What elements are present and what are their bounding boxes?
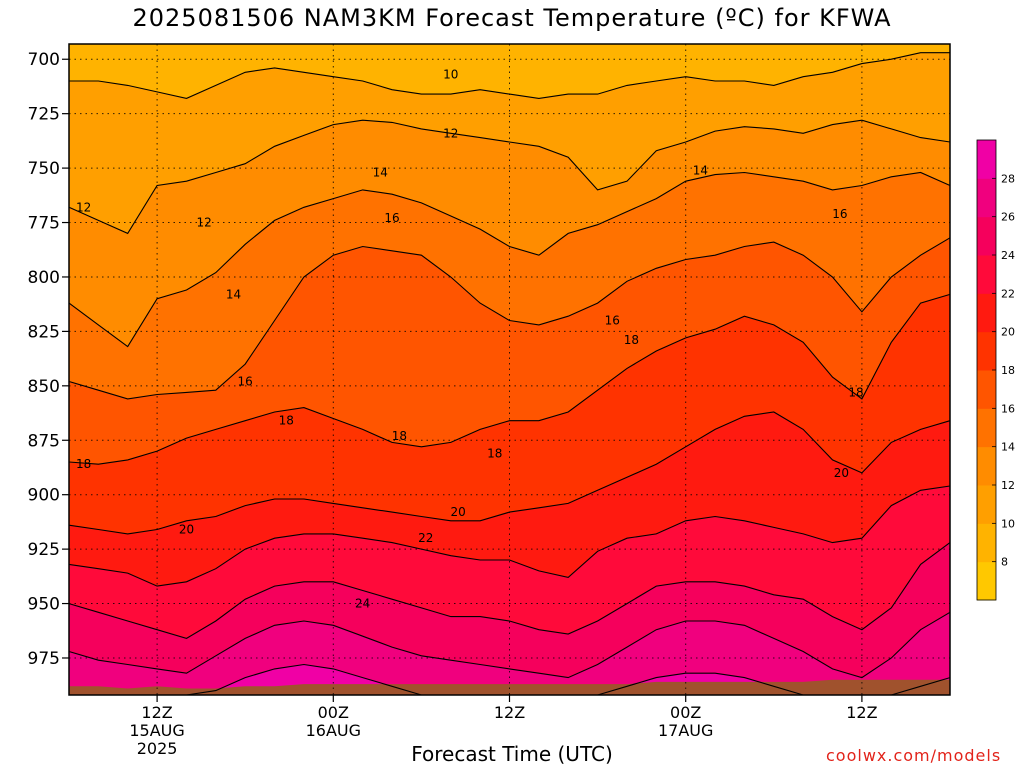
contour-label: 20 xyxy=(179,523,194,537)
credit-text: coolwx.com/models xyxy=(826,746,1002,765)
contour-line-26 xyxy=(68,611,951,679)
colorbar-label: 16 xyxy=(1001,402,1015,415)
contour-line-22 xyxy=(68,485,951,587)
contour-label: 12 xyxy=(76,200,91,214)
contour-label: 16 xyxy=(384,211,399,225)
colorbar-swatch xyxy=(977,255,996,294)
x-tick-label: 12Z xyxy=(494,703,525,722)
contour-label: 22 xyxy=(418,531,433,545)
contour-label: 10 xyxy=(443,67,458,81)
contour-label: 18 xyxy=(487,446,502,460)
x-tick-label: 17AUG xyxy=(658,721,713,740)
contour-label: 18 xyxy=(392,429,407,443)
colorbar-label: 10 xyxy=(1001,517,1015,530)
colorbar-label: 22 xyxy=(1001,287,1015,300)
contour-label: 12 xyxy=(443,126,458,140)
y-tick-label: 900 xyxy=(28,486,60,506)
x-tick-label: 15AUG xyxy=(129,721,184,740)
grid-layer xyxy=(69,44,950,695)
colorbar-label: 12 xyxy=(1001,479,1015,492)
contour-label-layer: 10 12 12 12 14 14 14 16 16 16 16 18 18 18 18 18 18 20 20 20… xyxy=(76,67,864,610)
y-tick-label: 975 xyxy=(28,649,60,669)
x-tick-label: 12Z xyxy=(846,703,877,722)
y-tick-label: 925 xyxy=(28,540,60,560)
colorbar-label: 24 xyxy=(1001,249,1015,262)
y-tick-label: 700 xyxy=(28,50,60,70)
y-tick-label: 950 xyxy=(28,595,60,615)
contour-label: 12 xyxy=(196,216,211,230)
y-tick-label: 875 xyxy=(28,431,60,451)
contour-line-20 xyxy=(68,411,951,535)
colorbar-swatch xyxy=(977,485,996,524)
contour-line-10 xyxy=(69,52,950,99)
contour-label: 16 xyxy=(238,374,253,388)
contour-label: 14 xyxy=(693,163,708,177)
chart-title: 2025081506 NAM3KM Forecast Temperature (… xyxy=(132,4,892,32)
y-tick-label: 750 xyxy=(28,159,60,179)
y-axis: 700 725 750 775 800 825 850 875 900 925 950 975 xyxy=(28,50,69,669)
colorbar-label: 18 xyxy=(1001,364,1015,377)
contour-label: 20 xyxy=(834,466,849,480)
contour-line-16 xyxy=(68,237,951,400)
colorbar-label: 26 xyxy=(1001,211,1015,224)
x-tick-label: 12Z xyxy=(141,703,172,722)
colorbar: 8 10 12 14 16 18 20 22 24 26 28 xyxy=(976,139,1015,601)
contour-label: 16 xyxy=(605,314,620,328)
colorbar-label: 20 xyxy=(1001,326,1015,339)
colorbar-swatch xyxy=(977,178,996,218)
x-tick-label: 16AUG xyxy=(306,721,361,740)
contour-label: 18 xyxy=(848,385,863,399)
colorbar-swatch xyxy=(977,446,996,486)
contour-label: 18 xyxy=(279,414,294,428)
colorbar-swatch xyxy=(977,140,996,179)
ground-layer xyxy=(69,679,950,695)
colorbar-swatch xyxy=(977,408,996,448)
colorbar-label: 28 xyxy=(1001,172,1015,185)
contour-line-14 xyxy=(68,171,951,348)
colorbar-swatch xyxy=(977,331,996,371)
contour-line-12 xyxy=(68,119,951,235)
contour-label: 18 xyxy=(624,333,639,347)
x-tick-label: 00Z xyxy=(318,703,349,722)
contour-label: 18 xyxy=(76,457,91,471)
contour-line-18 xyxy=(68,293,951,465)
y-tick-label: 850 xyxy=(28,377,60,397)
y-tick-label: 775 xyxy=(28,214,60,234)
contour-label: 24 xyxy=(355,597,370,611)
contour-label: 14 xyxy=(226,287,241,301)
y-tick-label: 725 xyxy=(28,105,60,125)
colorbar-swatch xyxy=(977,370,996,409)
x-tick-label: 00Z xyxy=(670,703,701,722)
x-tick-label: 2025 xyxy=(137,739,178,758)
contour-line-24 xyxy=(68,542,951,639)
colorbar-swatch xyxy=(977,216,996,256)
y-tick-label: 825 xyxy=(28,322,60,342)
colorbar-label: 14 xyxy=(1001,441,1015,454)
contour-label: 16 xyxy=(832,207,847,221)
colorbar-label: 8 xyxy=(1001,556,1008,569)
colorbar-swatch xyxy=(977,293,996,333)
colorbar-swatch xyxy=(977,523,996,563)
y-tick-label: 800 xyxy=(28,268,60,288)
ground-fill xyxy=(69,679,950,695)
contour-label: 14 xyxy=(373,165,388,179)
colorbar-swatch xyxy=(977,561,996,601)
contour-label: 20 xyxy=(450,505,465,519)
x-axis-title: Forecast Time (UTC) xyxy=(411,742,613,766)
